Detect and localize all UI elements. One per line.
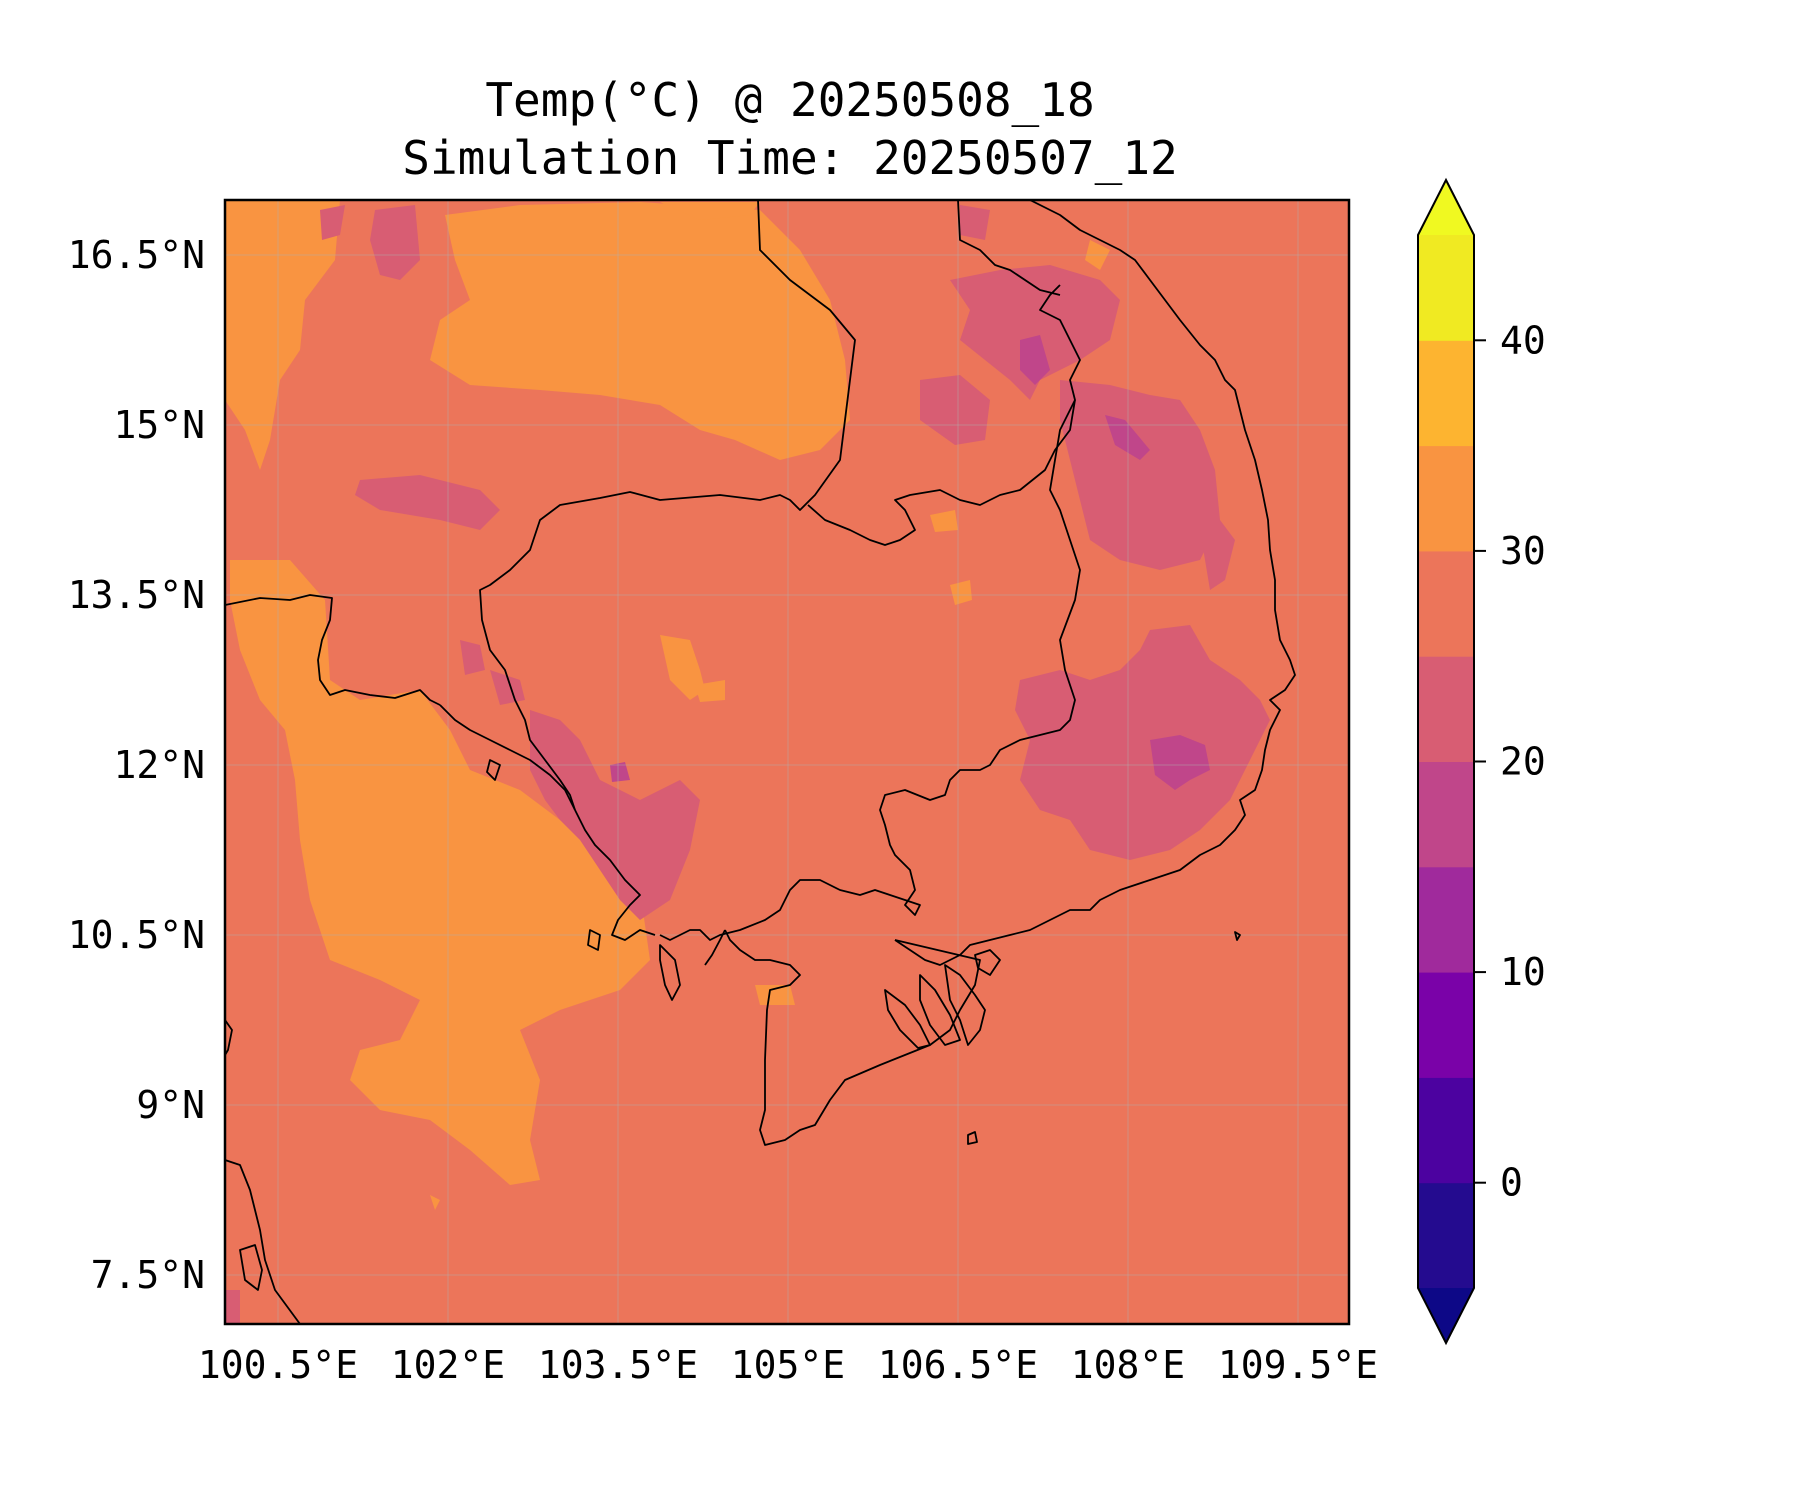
- colorbar-band: [1418, 550, 1474, 657]
- colorbar-band: [1418, 866, 1474, 973]
- longitude-tick-label: 106.5°E: [878, 1343, 1038, 1387]
- colorbar-band: [1418, 972, 1474, 1078]
- latitude-tick-label: 7.5°N: [91, 1253, 205, 1297]
- colorbar-over-arrow: [1418, 180, 1474, 235]
- temperature-colorbar: 40 30 20 10 0: [1417, 177, 1546, 1346]
- map-title-line2: Simulation Time: 20250507_12: [402, 131, 1177, 185]
- colorbar-band: [1418, 445, 1474, 552]
- colorbar-band: [1418, 1182, 1474, 1289]
- colorbar-tick-label: 30: [1500, 529, 1546, 573]
- longitude-axis: 100.5°E 102°E 103.5°E 105°E 106.5°E 108°E 109.…: [198, 1343, 1378, 1387]
- longitude-tick-label: 109.5°E: [1218, 1343, 1378, 1387]
- colorbar-band: [1418, 761, 1474, 868]
- map-title-line1: Temp(°C) @ 20250508_18: [485, 73, 1094, 127]
- colorbar-band: [1418, 1077, 1474, 1184]
- colorbar-band: [1418, 656, 1474, 762]
- colorbar-tick-label: 40: [1500, 318, 1546, 362]
- latitude-tick-label: 13.5°N: [68, 573, 205, 617]
- latitude-axis: 16.5°N 15°N 13.5°N 12°N 10.5°N 9°N 7.5°N: [68, 233, 205, 1297]
- map-frame: [223, 198, 1351, 1326]
- colorbar-band: [1418, 235, 1474, 341]
- warm-temperature-regions: [225, 200, 1110, 1210]
- longitude-tick-label: 108°E: [1071, 1343, 1185, 1387]
- longitude-tick-label: 105°E: [731, 1343, 845, 1387]
- country-borders: [225, 200, 1081, 941]
- colorbar-outline: [1417, 177, 1475, 1346]
- longitude-tick-label: 100.5°E: [198, 1343, 358, 1387]
- longitude-tick-label: 103.5°E: [538, 1343, 698, 1387]
- latitude-tick-label: 10.5°N: [68, 913, 205, 957]
- latitude-tick-label: 16.5°N: [68, 233, 205, 277]
- cool-temperature-regions: [225, 205, 1270, 1324]
- coastline: [225, 200, 1296, 1324]
- longitude-tick-label: 102°E: [391, 1343, 505, 1387]
- colorbar-tick-label: 0: [1500, 1161, 1523, 1205]
- map-panel: [225, 200, 1349, 1324]
- map-gridlines: [225, 200, 1349, 1324]
- cold-temperature-regions: [610, 335, 1210, 790]
- colorbar-tick-label: 10: [1500, 950, 1546, 994]
- colorbar-tick-label: 20: [1500, 740, 1546, 784]
- colorbar-under-arrow: [1418, 1288, 1474, 1343]
- latitude-tick-label: 9°N: [136, 1083, 205, 1127]
- colorbar-band: [1418, 340, 1474, 447]
- latitude-tick-label: 12°N: [113, 743, 205, 787]
- latitude-tick-label: 15°N: [113, 403, 205, 447]
